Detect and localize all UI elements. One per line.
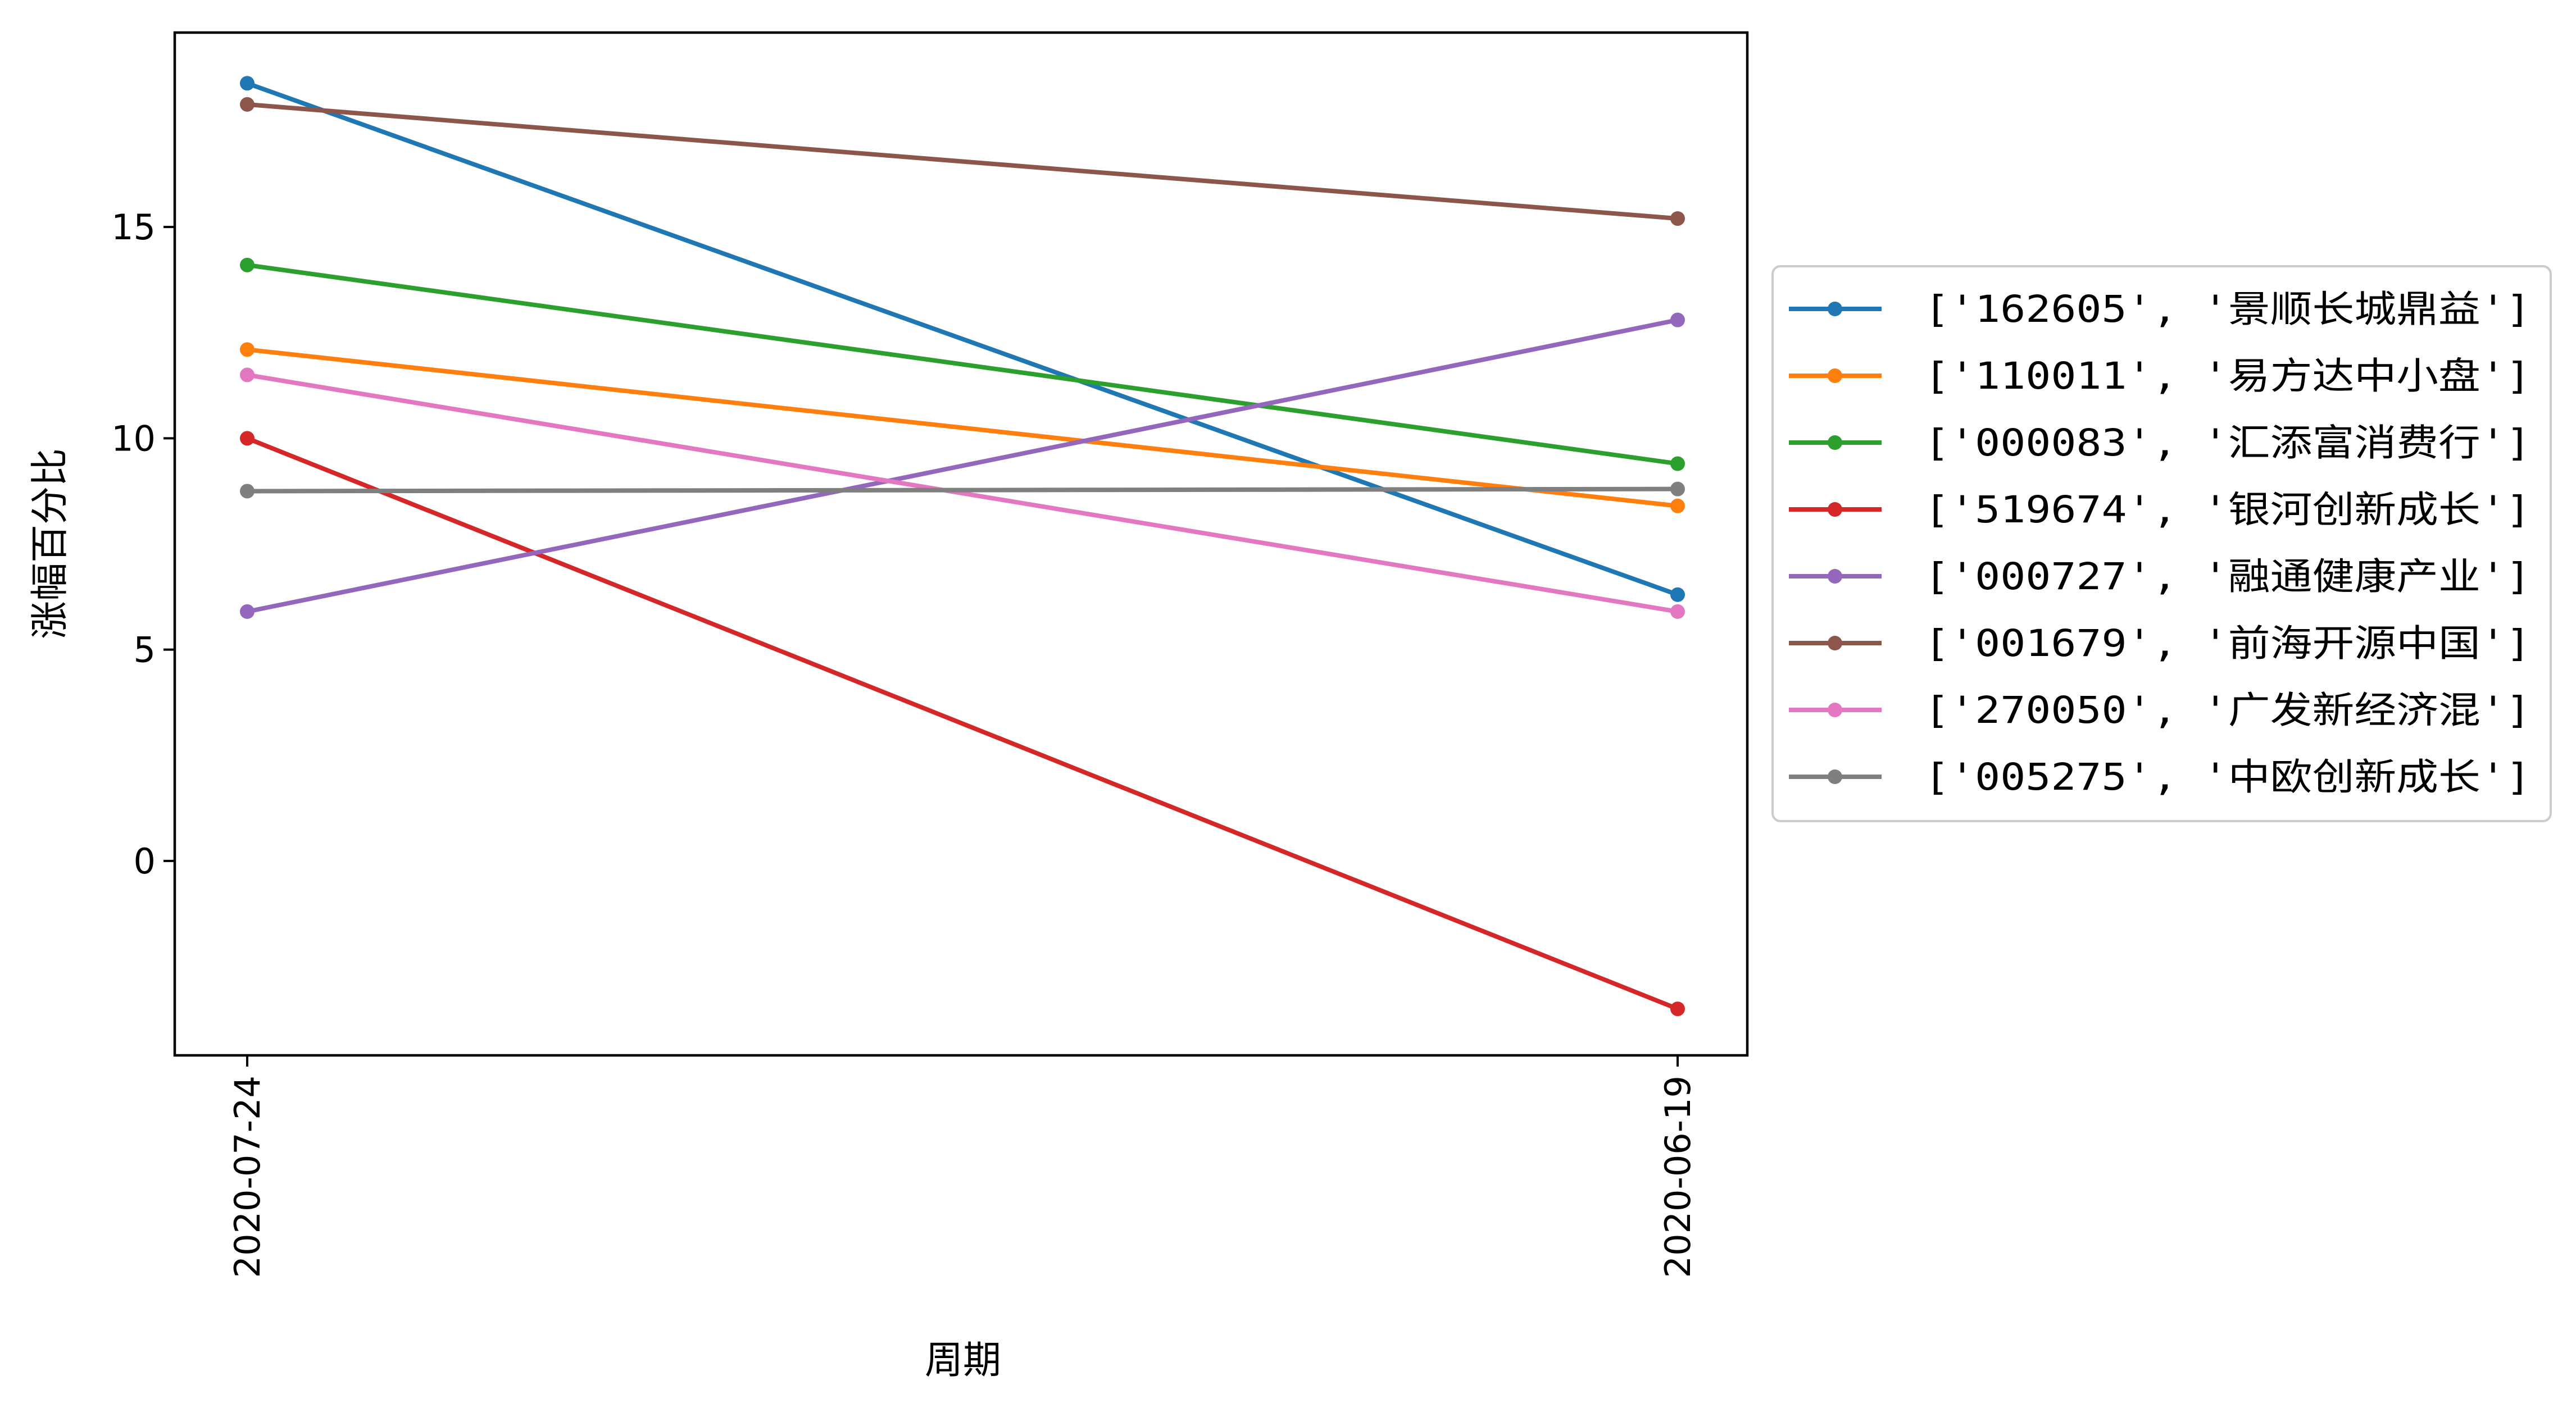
legend-marker — [1828, 502, 1842, 517]
plot-frame — [173, 31, 1749, 1057]
legend-item: ['001679', '前海开源中国'] — [1789, 622, 2531, 665]
series-1 — [240, 342, 1685, 513]
legend-label: ['005275', '中欧创新成长'] — [1924, 755, 2531, 799]
x-axis: 2020-07-24 2020-06-19 — [227, 1055, 1698, 1278]
legend-marker — [1828, 302, 1842, 316]
data-point — [1670, 1001, 1685, 1017]
series-line — [247, 372, 1678, 614]
legend-item: ['519674', '银河创新成长'] — [1789, 488, 2531, 531]
data-point — [240, 97, 255, 112]
y-axis-label: 涨幅百分比 — [28, 448, 72, 639]
data-point — [240, 76, 255, 91]
data-point — [1670, 481, 1685, 497]
legend-item: ['000727', '融通健康产业'] — [1789, 555, 2531, 598]
data-point — [1670, 312, 1685, 327]
legend-box — [1771, 265, 2552, 822]
data-point — [1670, 456, 1685, 471]
legend-item: ['270050', '广发新经济混'] — [1789, 689, 2531, 732]
series-6 — [240, 367, 1685, 619]
legend: ['162605', '景顺长城鼎益'] ['110011', '易方达中小盘']… — [1771, 265, 2552, 822]
data-point — [240, 604, 255, 619]
series-4 — [240, 312, 1685, 619]
legend-item: ['162605', '景顺长城鼎益'] — [1789, 288, 2531, 331]
data-point — [1670, 211, 1685, 226]
data-point — [240, 257, 255, 272]
series-line — [246, 436, 1679, 1011]
data-point — [240, 342, 255, 357]
data-point — [240, 431, 255, 446]
series-5 — [240, 97, 1685, 226]
y-tick-label: 5 — [134, 630, 156, 671]
series-2 — [240, 257, 1685, 471]
legend-label: ['110011', '易方达中小盘'] — [1924, 354, 2531, 398]
legend-label: ['162605', '景顺长城鼎益'] — [1924, 288, 2531, 331]
legend-marker — [1828, 569, 1842, 584]
legend-label: ['000727', '融通健康产业'] — [1924, 555, 2531, 598]
series-3 — [240, 431, 1685, 1017]
series-line — [247, 486, 1678, 494]
data-point — [240, 367, 255, 382]
series-0 — [240, 76, 1685, 602]
legend-item: ['000083', '汇添富消费行'] — [1789, 421, 2531, 464]
y-tick-label: 0 — [134, 841, 156, 882]
legend-label: ['001679', '前海开源中国'] — [1924, 622, 2531, 665]
data-point — [240, 484, 255, 499]
y-tick-label: 15 — [111, 207, 156, 248]
series-layer — [240, 76, 1685, 1017]
series-line — [247, 262, 1678, 466]
legend-label: ['000083', '汇添富消费行'] — [1924, 421, 2531, 464]
data-point — [1670, 498, 1685, 513]
data-point — [1670, 604, 1685, 619]
y-tick-label: 10 — [111, 418, 156, 459]
series-line — [247, 317, 1678, 614]
x-tick-label: 2020-07-24 — [227, 1076, 268, 1278]
series-line — [247, 102, 1678, 221]
plot-area — [175, 33, 1747, 1055]
data-point — [1670, 587, 1685, 602]
x-tick-label: 2020-06-19 — [1657, 1076, 1698, 1278]
y-axis: 0 5 10 15 — [111, 207, 175, 882]
legend-marker — [1828, 769, 1842, 784]
series-line — [247, 347, 1678, 508]
series-7 — [240, 481, 1685, 499]
legend-marker — [1828, 435, 1842, 450]
legend-item: ['005275', '中欧创新成长'] — [1789, 755, 2531, 799]
legend-item: ['110011', '易方达中小盘'] — [1789, 354, 2531, 398]
legend-label: ['519674', '银河创新成长'] — [1924, 488, 2531, 531]
legend-marker — [1828, 703, 1842, 717]
legend-label: ['270050', '广发新经济混'] — [1924, 689, 2531, 732]
series-line — [246, 81, 1679, 597]
x-axis-label: 周期 — [925, 1338, 1001, 1383]
legend-marker — [1828, 368, 1842, 383]
legend-marker — [1828, 636, 1842, 650]
